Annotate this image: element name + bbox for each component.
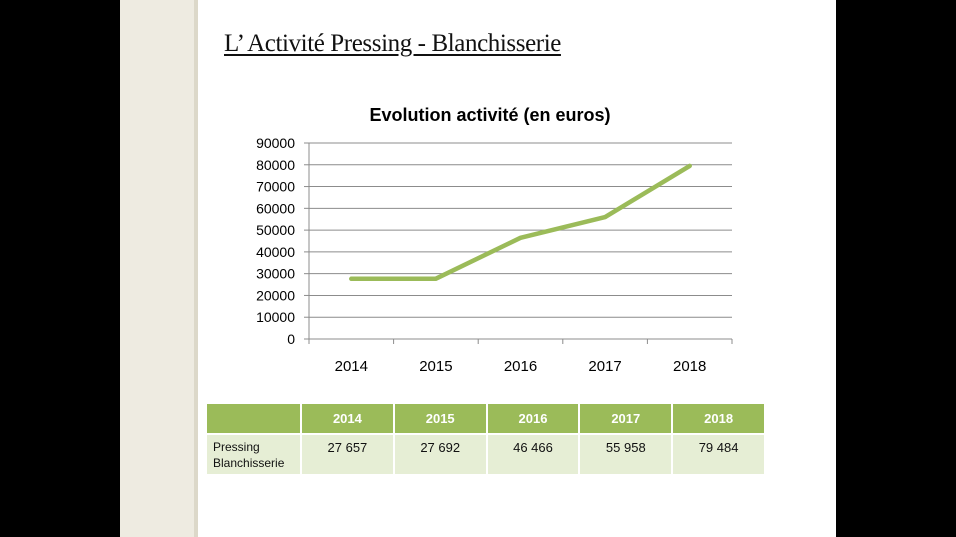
row-label-line2: Blanchisserie [213, 456, 285, 470]
y-tick-label: 50000 [256, 222, 295, 238]
slide-side-bar [120, 0, 198, 537]
series-line [349, 163, 692, 282]
table-cell-2018: 79 484 [672, 433, 766, 474]
data-table: 2014 2015 2016 2017 2018 Pressing Blanch… [207, 404, 766, 474]
y-tick-label: 80000 [256, 157, 295, 173]
chart-gridlines [309, 142, 732, 318]
data-point [433, 276, 438, 281]
table-cell-2016: 46 466 [486, 433, 581, 474]
data-point [687, 163, 692, 168]
y-tick-label: 30000 [256, 266, 295, 282]
x-tick-label: 2017 [588, 358, 621, 375]
y-tick-label: 40000 [256, 244, 295, 260]
slide-title: L’ Activité Pressing - Blanchisserie [224, 30, 561, 57]
table-row-label: Pressing Blanchisserie [207, 433, 302, 474]
x-tick-label: 2016 [504, 358, 537, 375]
data-point [518, 235, 523, 240]
table-header-2014: 2014 [301, 404, 395, 434]
data-point [349, 276, 354, 281]
x-tick-label: 2018 [673, 358, 706, 375]
slide-side-bar-edge [194, 0, 198, 537]
table-header-2017: 2017 [579, 404, 674, 434]
table-cell-2014: 27 657 [301, 433, 395, 474]
table-header-row: 2014 2015 2016 2017 2018 [207, 404, 766, 434]
table-header-empty [207, 404, 302, 434]
data-point [603, 215, 608, 220]
table-cell-2017: 55 958 [579, 433, 674, 474]
y-tick-label: 70000 [256, 179, 295, 195]
table-row: Pressing Blanchisserie 27 657 27 692 46 … [207, 433, 766, 474]
x-tick-label: 2014 [335, 358, 368, 375]
y-tick-label: 10000 [256, 309, 295, 325]
x-tick-label: 2015 [419, 358, 452, 375]
table-header-2018: 2018 [672, 404, 766, 434]
chart-y-axis: 0 10000 20000 30000 40000 50000 60000 70000 8000… [256, 135, 310, 347]
chart-title: Evolution activité (en euros) [369, 105, 610, 125]
table-header-2015: 2015 [393, 404, 488, 434]
chart-x-axis: 2014 2015 2016 2017 2018 [308, 338, 733, 375]
chart-series [349, 163, 692, 282]
y-tick-label: 20000 [256, 287, 295, 303]
y-tick-label: 90000 [256, 135, 295, 151]
row-label-line1: Pressing [213, 440, 260, 454]
table-header-2016: 2016 [486, 404, 581, 434]
y-tick-label: 0 [287, 331, 295, 347]
table-cell-2015: 27 692 [393, 433, 488, 474]
y-tick-label: 60000 [256, 200, 295, 216]
line-chart: Evolution activité (en euros) 0 10000 2000… [256, 105, 733, 375]
